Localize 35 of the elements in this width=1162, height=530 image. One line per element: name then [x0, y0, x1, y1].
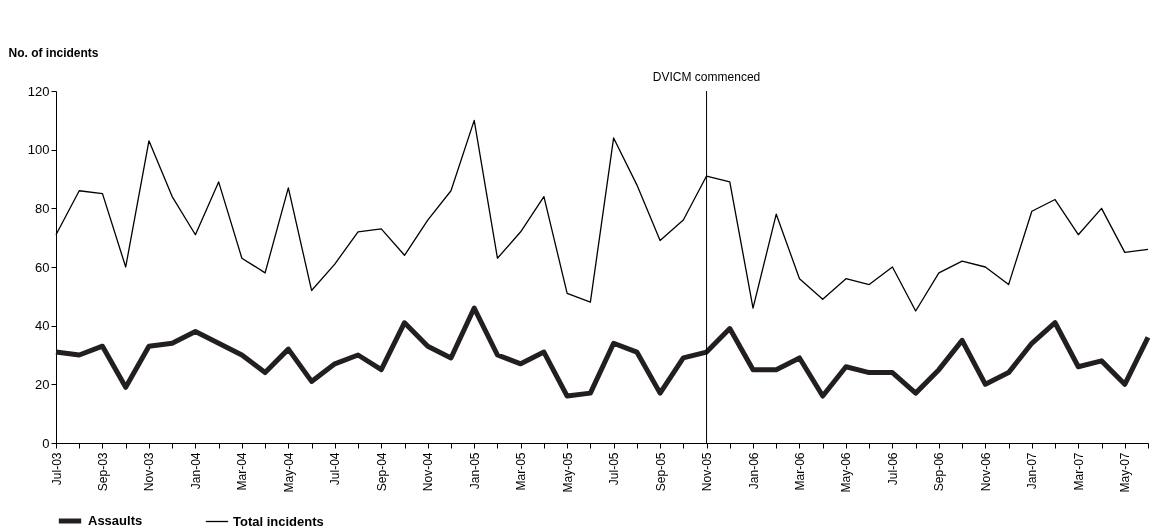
x-tick-label: Mar-05 [514, 452, 529, 491]
x-tick-label: Sep-05 [653, 452, 668, 492]
x-tick-label: Nov-04 [421, 452, 436, 492]
y-tick-label: 120 [27, 83, 50, 99]
x-tick-label: Nov-05 [700, 452, 715, 492]
x-tick-label: May-05 [560, 452, 575, 493]
x-tick-label: Sep-06 [932, 452, 947, 492]
y-tick-label: 20 [35, 376, 50, 392]
x-tick-label: Sep-03 [95, 452, 110, 492]
legend-label: Assaults [88, 513, 143, 528]
x-tick-label: May-04 [281, 452, 296, 493]
y-axis-title: No. of incidents [8, 45, 99, 60]
x-tick-label: Nov-06 [978, 452, 993, 492]
y-tick-label: 60 [35, 259, 50, 275]
y-tick-label: 100 [27, 142, 50, 158]
x-tick-label: Jan-06 [746, 452, 761, 490]
x-tick-label: Jul-06 [885, 452, 900, 486]
x-tick-label: Mar-07 [1071, 452, 1086, 491]
x-tick-label: Jan-04 [188, 452, 203, 490]
y-tick-label: 80 [35, 200, 50, 216]
x-tick-label: May-07 [1118, 452, 1133, 493]
y-tick-label: 0 [42, 435, 50, 451]
ref-line-label: DVICM commenced [652, 70, 761, 84]
x-tick-label: Sep-04 [374, 452, 389, 492]
x-tick-label: Jul-03 [49, 452, 64, 486]
x-tick-label: May-06 [839, 452, 854, 493]
x-tick-label: Mar-04 [235, 452, 250, 491]
x-tick-label: Jul-05 [607, 452, 622, 486]
legend-label: Total incidents [233, 513, 324, 529]
y-tick-label: 40 [35, 318, 50, 334]
x-tick-label: Mar-06 [792, 452, 807, 491]
x-tick-label: Jan-07 [1025, 452, 1040, 490]
x-tick-label: Jan-05 [467, 452, 482, 490]
x-tick-label: Jul-04 [328, 452, 343, 486]
x-tick-label: Nov-03 [142, 452, 157, 492]
